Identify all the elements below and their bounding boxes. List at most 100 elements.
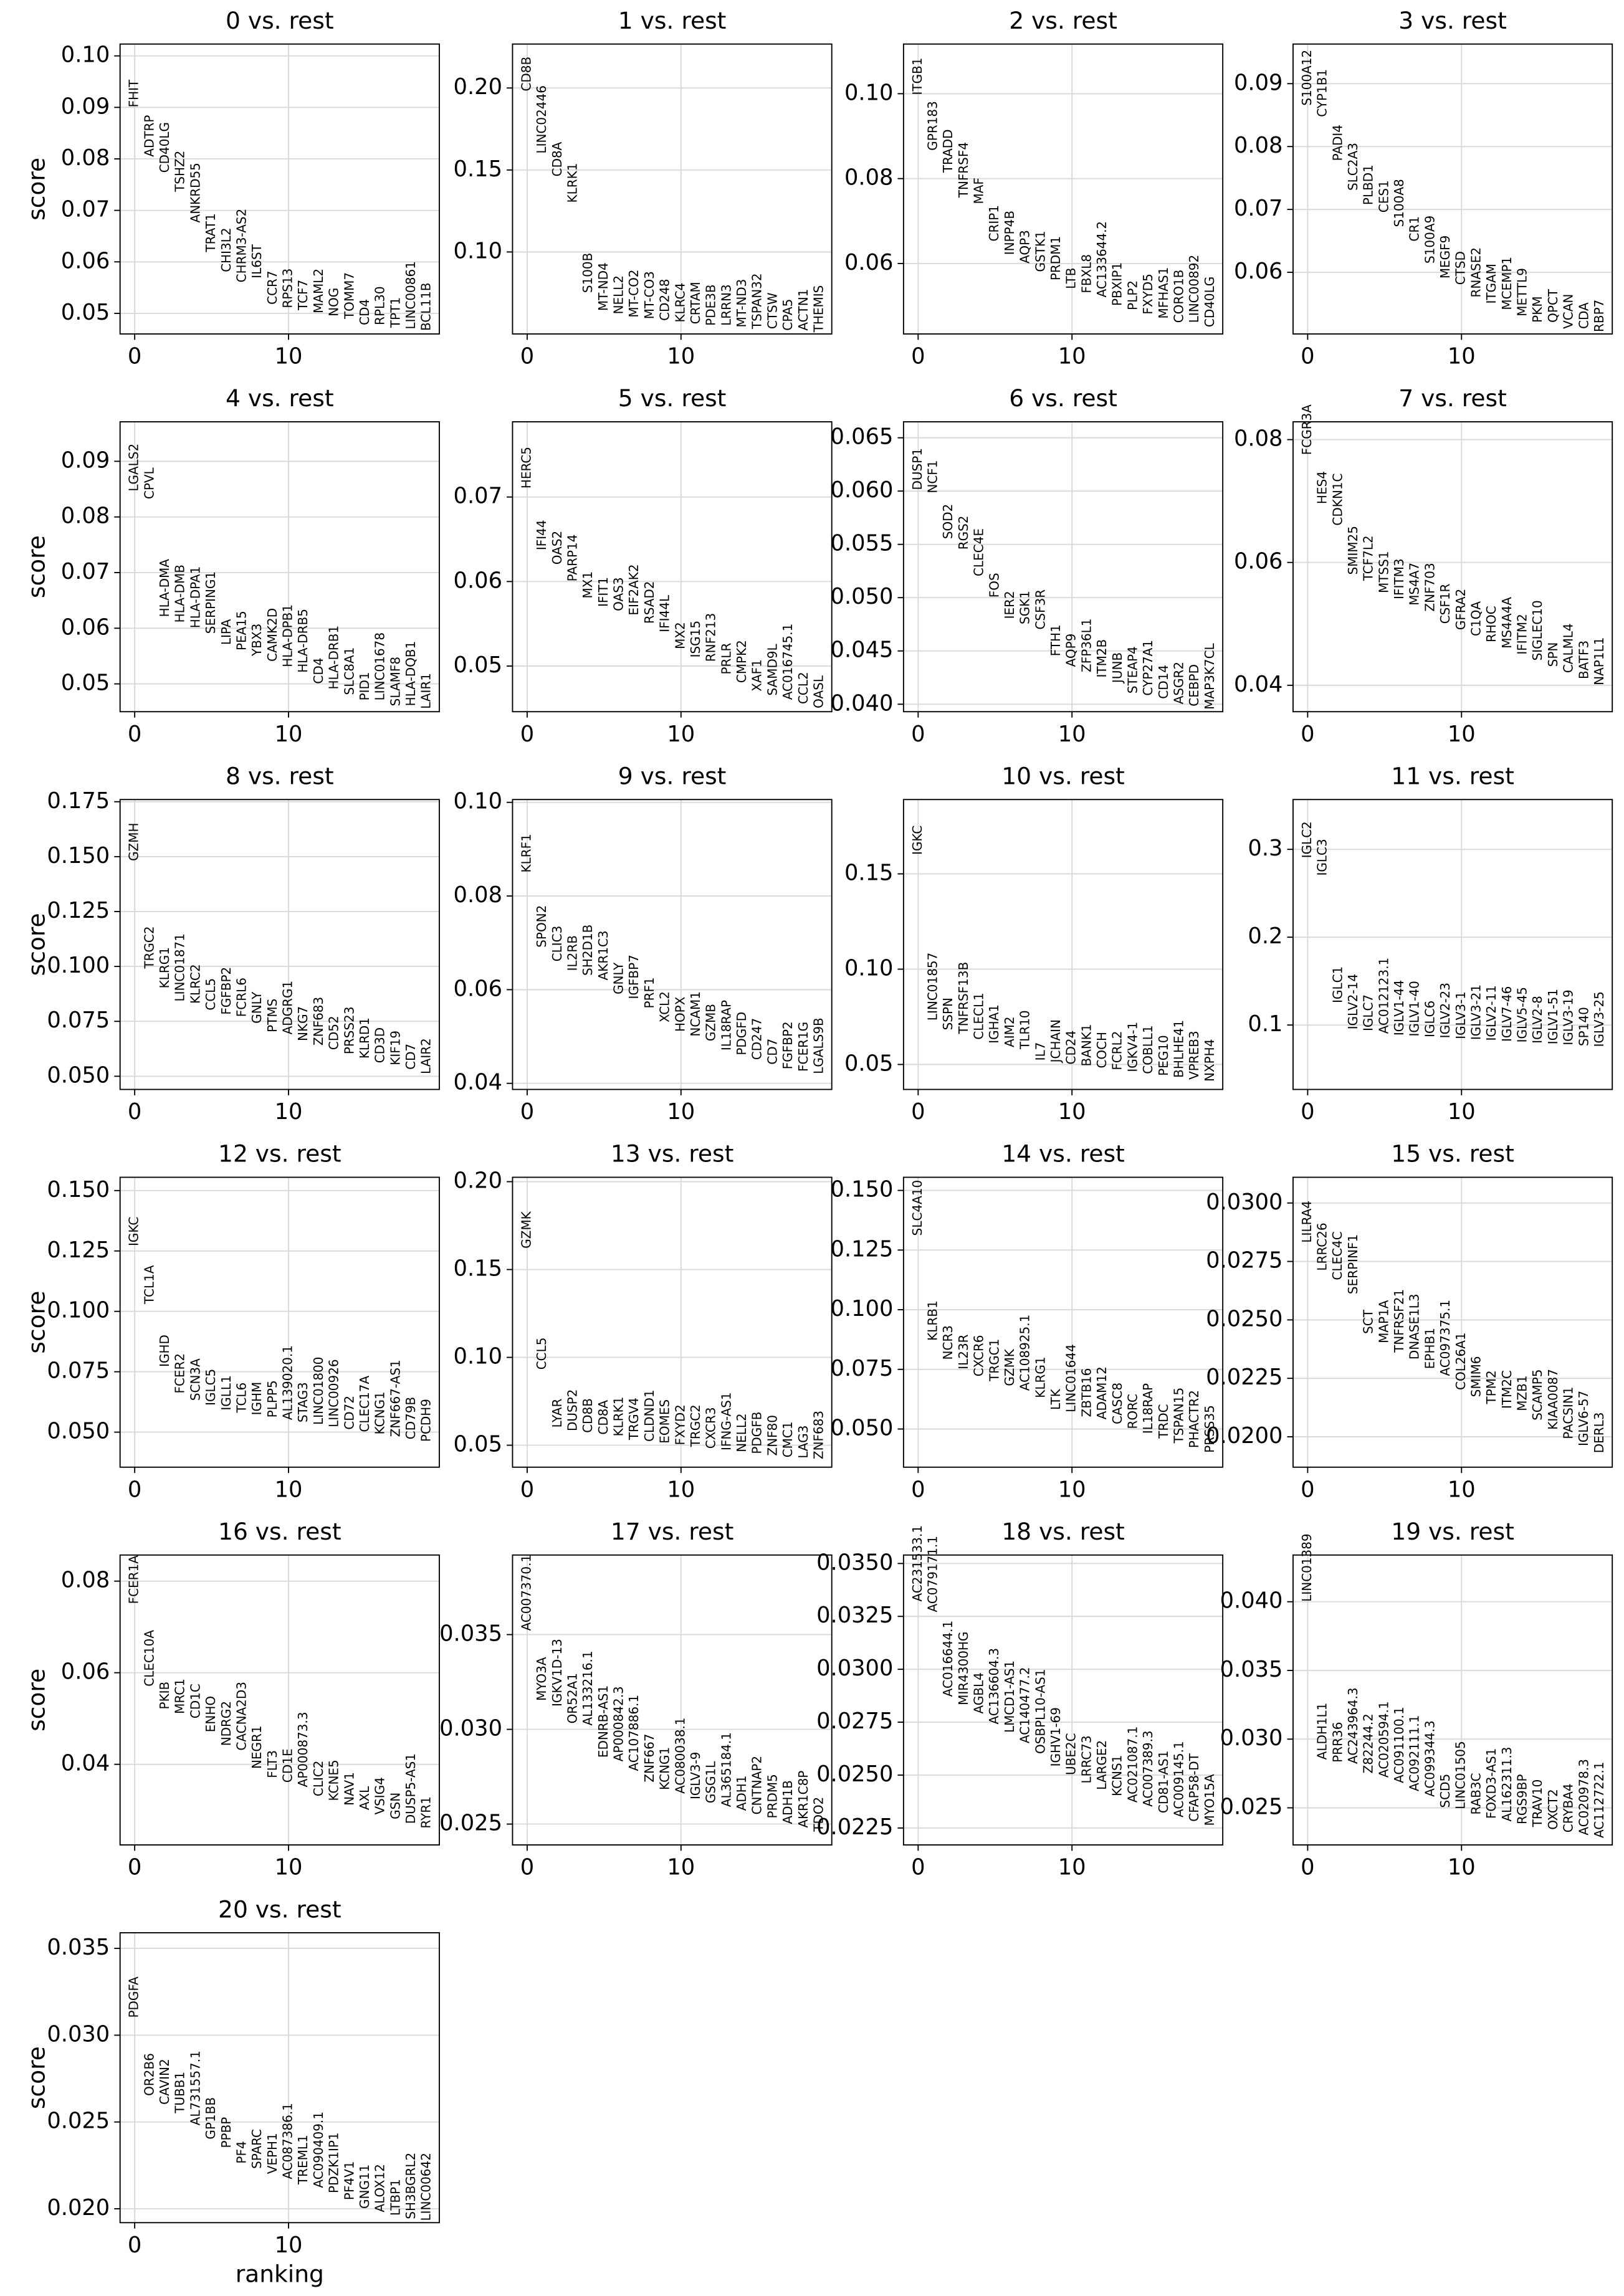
y-tick-label: 0.05 — [844, 1050, 893, 1076]
gene-label: MYO3A — [534, 1657, 549, 1701]
y-tick-label: 0.04 — [454, 1070, 502, 1095]
x-tick-label: 10 — [1448, 1099, 1476, 1125]
gene-label: IGHA1 — [986, 1004, 1001, 1044]
gene-label: MAP1A — [1376, 1300, 1391, 1343]
gene-label: AIM2 — [1002, 1016, 1017, 1047]
gene-label: KLRK1 — [565, 163, 580, 203]
gene-label: EDNRB-AS1 — [596, 1685, 611, 1758]
gene-label: CACNA2D3 — [234, 1682, 249, 1751]
gene-label: AGBL4 — [972, 1672, 986, 1713]
axes-frame — [512, 421, 833, 713]
gene-label: AQP9 — [1064, 634, 1079, 667]
gene-label: SIGLEC10 — [1530, 600, 1545, 660]
y-tick-label: 0.025 — [439, 1811, 502, 1836]
gene-label: AC107886.1 — [626, 1695, 641, 1771]
gene-label: GZMK — [518, 1211, 533, 1248]
gene-label: PADI4 — [1330, 125, 1345, 161]
axes-frame — [902, 421, 1224, 713]
gene-label: CD8B — [580, 1398, 595, 1433]
panel: GZMK CCL5 LYAR DUSP2 CD8B CD8A KLRK1 TRGV4 CLDND… — [454, 1140, 833, 1502]
gene-label: AQP3 — [1018, 230, 1033, 264]
gene-label: IGLV6-57 — [1576, 1391, 1591, 1446]
x-tick-label: 0 — [1301, 344, 1314, 369]
gene-label: MS4A7 — [1407, 563, 1422, 606]
y-axis-label: score — [23, 535, 50, 598]
panel-title: 15 vs. rest — [1391, 1140, 1514, 1168]
y-tick-label: 0.0275 — [1206, 1248, 1282, 1274]
gene-label: CYP27A1 — [1140, 640, 1155, 696]
gene-label: VEPH1 — [265, 2133, 280, 2174]
y-tick-label: 0.150 — [831, 1177, 894, 1203]
gene-label: CD14 — [1156, 665, 1171, 699]
gene-label: AC108925.1 — [1018, 1315, 1033, 1391]
gene-label: PF4 — [234, 2141, 249, 2163]
gene-label: MT-ND3 — [734, 279, 749, 328]
gene-label: DNASE1L3 — [1407, 1293, 1422, 1360]
x-tick-label: 10 — [1058, 1855, 1086, 1880]
gene-label: IGFBP7 — [626, 955, 641, 999]
gene-label: ZNF703 — [1422, 563, 1437, 611]
gene-label: STEAP4 — [1125, 646, 1140, 693]
gene-label: TCL1A — [141, 1265, 156, 1305]
gene-label: GNG11 — [357, 2165, 372, 2209]
gene-label: LINC00926 — [327, 1359, 342, 1427]
x-tick-label: 10 — [1058, 1477, 1086, 1502]
gene-label: TNFRSF13B — [956, 962, 971, 1035]
gene-label: CLEC4C — [1330, 1231, 1345, 1280]
y-tick-label: 0.050 — [831, 1416, 894, 1441]
gene-label: LRRC26 — [1315, 1222, 1330, 1270]
gene-label: SCT — [1361, 1309, 1376, 1334]
gene-label: MRC1 — [173, 1679, 188, 1714]
panel-title: 2 vs. rest — [1009, 7, 1117, 34]
axes-frame — [119, 43, 440, 335]
gene-label: OAS2 — [550, 531, 565, 564]
axes-frame — [1292, 799, 1613, 1090]
gene-label: ZBTB16 — [1079, 1368, 1094, 1417]
gene-label: CD7 — [403, 1044, 418, 1070]
gene-label: CSF1R — [1438, 583, 1453, 624]
gene-label: MIR4300HG — [956, 1632, 971, 1705]
gene-label: IGLV3-19 — [1561, 989, 1576, 1045]
gene-label: CXCR3 — [704, 1407, 719, 1449]
axes-frame — [119, 1554, 440, 1846]
gene-label: TNFRSF4 — [956, 142, 971, 198]
gene-label: GSN — [388, 1793, 403, 1819]
y-tick-label: 0.100 — [47, 953, 110, 978]
gene-label: AC009145.1 — [1172, 1741, 1187, 1817]
y-tick-label: 0.0275 — [816, 1708, 893, 1734]
y-tick-label: 0.20 — [454, 1168, 502, 1194]
gene-label: CLEC4E — [972, 528, 986, 576]
y-tick-label: 0.150 — [47, 1177, 110, 1203]
gene-label: LINC01800 — [311, 1356, 326, 1424]
axes-frame — [512, 1554, 833, 1846]
y-tick-label: 0.15 — [844, 860, 893, 886]
gene-label: CD40LG — [1202, 277, 1217, 327]
gene-label: ADTRP — [141, 115, 156, 157]
gene-label: SLC4A10 — [910, 1180, 925, 1236]
gene-label: IGLC2 — [1299, 821, 1314, 858]
gene-label: KCNE5 — [327, 1760, 342, 1801]
y-tick-label: 0.06 — [61, 248, 110, 274]
gene-label: HOPX — [672, 996, 687, 1032]
gene-label: SSPN — [940, 998, 955, 1030]
y-tick-label: 0.0300 — [816, 1655, 893, 1681]
gene-label: DUSP2 — [565, 1389, 580, 1431]
gene-label: VSIG4 — [373, 1777, 388, 1814]
gene-label: CAMK2D — [265, 608, 280, 662]
gene-label: HLA-DPA1 — [188, 566, 203, 629]
y-tick-label: 0.1 — [1248, 1011, 1282, 1037]
x-tick-label: 10 — [1058, 1099, 1086, 1125]
gene-label: IGKV1D-13 — [550, 1639, 565, 1707]
x-tick-label: 0 — [128, 1477, 141, 1502]
gene-label: SMIM6 — [1468, 1356, 1483, 1397]
gene-label: CNTNAP2 — [750, 1756, 765, 1814]
gene-label: IGKC — [910, 826, 925, 855]
gene-label: DUSP5-AS1 — [403, 1753, 418, 1824]
gene-label: EIF2AK2 — [626, 564, 641, 615]
x-tick-label: 10 — [667, 344, 695, 369]
y-tick-label: 0.09 — [1234, 70, 1282, 95]
gene-label: FCGR3A — [1299, 404, 1314, 455]
x-tick-label: 10 — [1448, 1477, 1476, 1502]
